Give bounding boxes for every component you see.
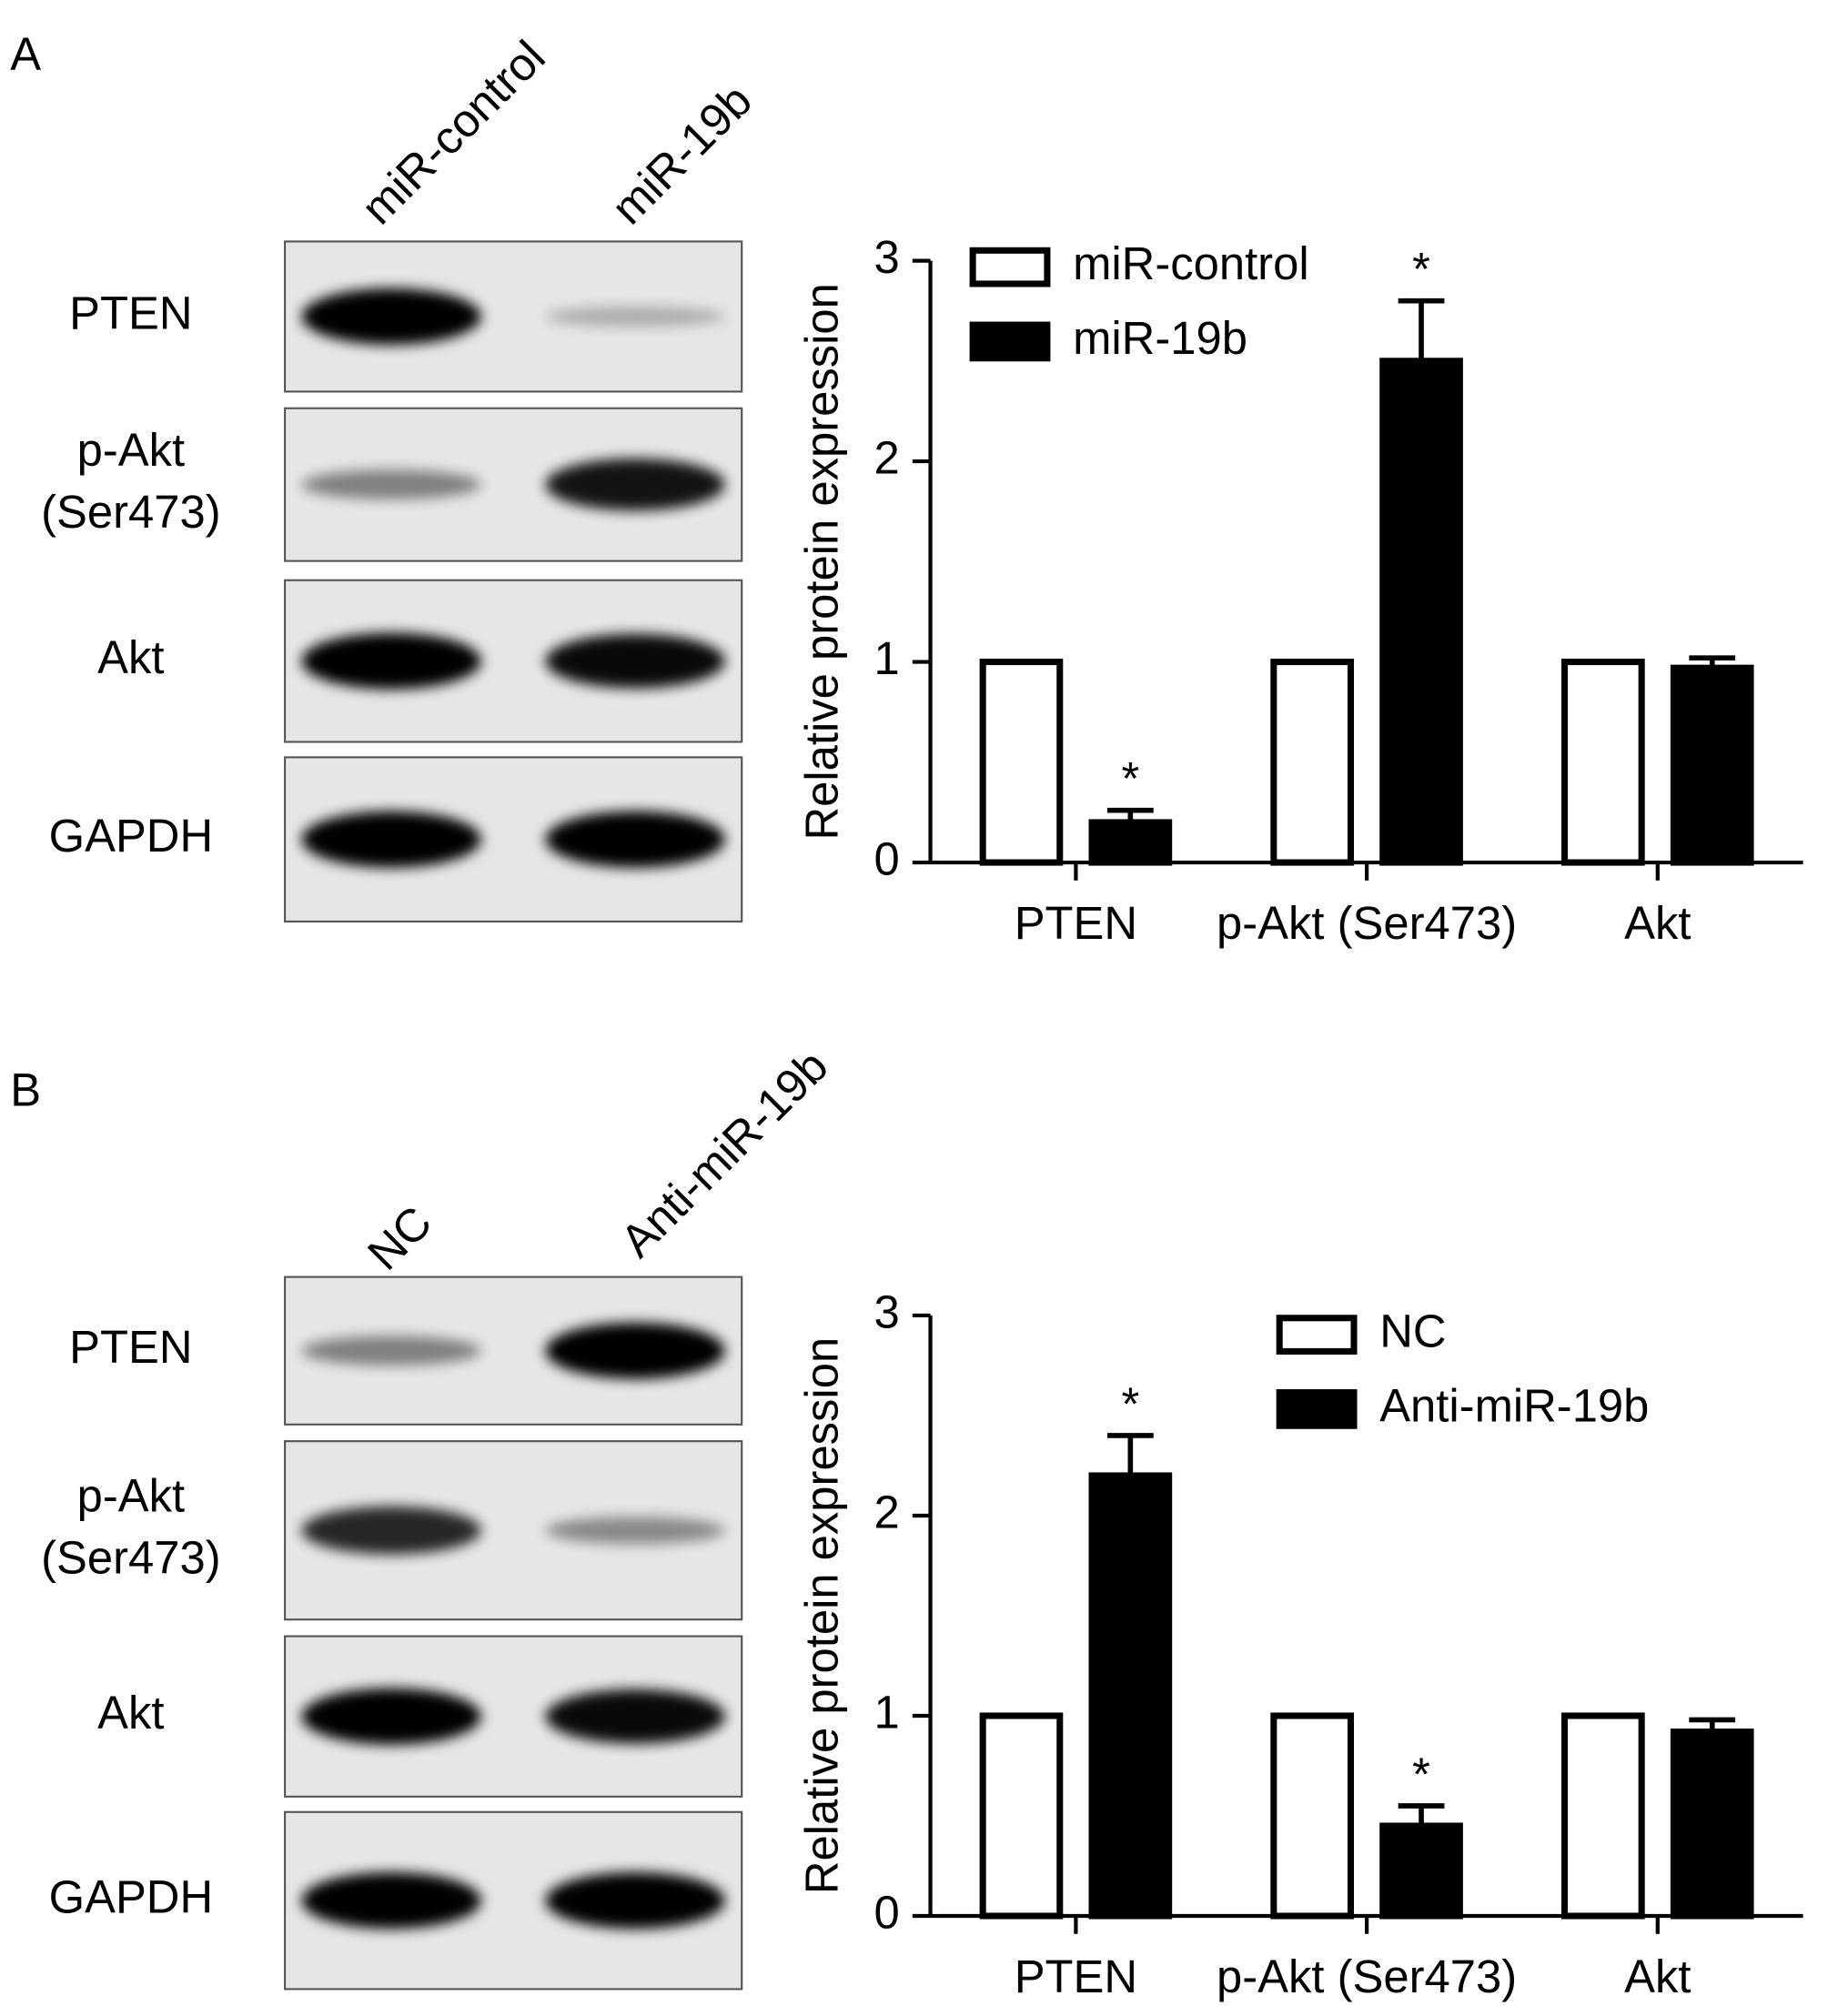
error-bar (1106, 1433, 1154, 1476)
x-tick-label: p-Akt (Ser473) (1217, 897, 1517, 949)
y-tick-label: 3 (874, 1285, 899, 1337)
x-tick-label: Akt (1624, 1951, 1691, 2002)
lane-label: miR-control (351, 30, 555, 234)
error-bar (1689, 655, 1736, 669)
y-tick-label: 0 (874, 832, 899, 884)
band (301, 287, 481, 345)
legend-label: Anti-miR-19b (1379, 1379, 1649, 1431)
significance-marker: * (1412, 243, 1430, 295)
legend-label: NC (1379, 1305, 1446, 1356)
bar (1670, 664, 1754, 866)
band (301, 811, 481, 868)
band (545, 1872, 725, 1930)
x-tick-label: PTEN (1015, 1951, 1137, 2002)
band (545, 1516, 725, 1545)
lane-label: miR-19b (601, 74, 762, 234)
legend-swatch (969, 321, 1051, 362)
band (301, 469, 481, 500)
error-bar (1106, 807, 1154, 822)
y-tick-label: 1 (874, 1686, 899, 1738)
legend-label: miR-19b (1073, 312, 1247, 364)
legend-label: miR-control (1073, 237, 1309, 289)
y-tick-label: 1 (874, 632, 899, 684)
legend-swatch (1276, 1389, 1358, 1429)
protein-label: Akt (97, 1687, 164, 1739)
protein-label: (Ser473) (41, 1531, 221, 1583)
band (545, 306, 725, 328)
bar (1670, 1729, 1754, 1920)
bar (1379, 1822, 1463, 1920)
y-tick-label: 0 (874, 1886, 899, 1938)
error-bar (1398, 1803, 1445, 1827)
bar (1379, 358, 1463, 866)
protein-label: GAPDH (49, 810, 214, 862)
x-tick-label: p-Akt (Ser473) (1217, 1951, 1517, 2002)
bar (1270, 1712, 1354, 1920)
y-tick-label: 2 (874, 431, 899, 483)
protein-label: PTEN (69, 287, 192, 338)
bar (979, 1712, 1064, 1920)
significance-marker: * (1412, 1748, 1430, 1799)
significance-marker: * (1121, 752, 1139, 804)
bar (1088, 819, 1173, 866)
error-bar (1398, 297, 1445, 361)
bar (1561, 659, 1645, 866)
protein-label: PTEN (69, 1321, 192, 1373)
x-tick-label: Akt (1624, 897, 1691, 949)
y-axis-label: Relative protein expression (795, 283, 847, 840)
band (545, 1688, 725, 1744)
lane-label: Anti-miR-19b (611, 1040, 838, 1267)
y-axis-label: Relative protein expression (795, 1337, 847, 1894)
bar (1270, 659, 1354, 866)
bar (1561, 1712, 1645, 1920)
panel-label: B (10, 1063, 41, 1115)
legend-swatch (969, 247, 1051, 287)
band (301, 1506, 481, 1555)
protein-label: p-Akt (77, 1470, 185, 1522)
protein-label: p-Akt (77, 424, 185, 476)
band (301, 1872, 481, 1930)
band (545, 633, 725, 689)
protein-label: (Ser473) (41, 486, 221, 538)
panel-label: A (10, 28, 41, 80)
bar (1088, 1472, 1173, 1920)
y-tick-label: 3 (874, 231, 899, 283)
x-tick-label: PTEN (1015, 897, 1137, 949)
band (301, 632, 481, 690)
legend-swatch (1276, 1315, 1358, 1355)
error-bar (1689, 1717, 1736, 1732)
y-tick-label: 2 (874, 1486, 899, 1537)
band (301, 1336, 481, 1366)
significance-marker: * (1121, 1377, 1139, 1429)
protein-label: GAPDH (49, 1870, 214, 1922)
protein-label: Akt (97, 631, 164, 683)
band (545, 811, 725, 868)
band (545, 1322, 725, 1379)
bar (979, 659, 1064, 866)
band (545, 458, 725, 511)
band (301, 1688, 481, 1745)
lane-label: NC (358, 1196, 441, 1280)
